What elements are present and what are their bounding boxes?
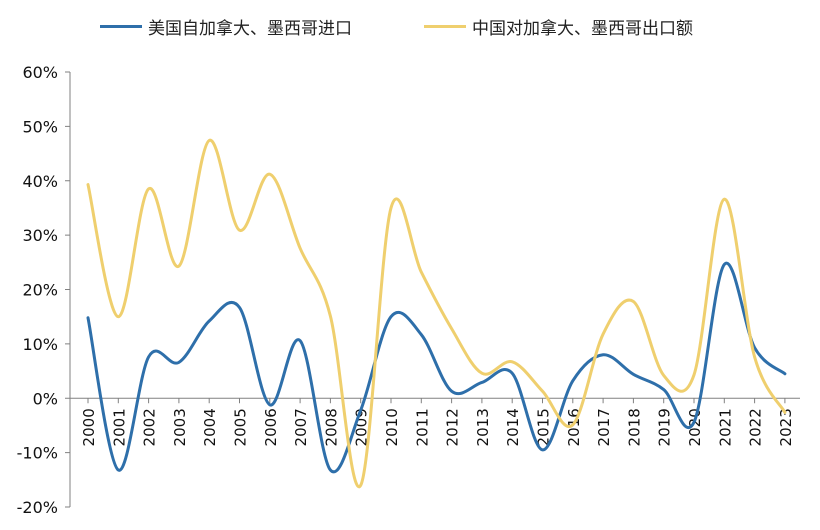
series-line-us-imports [86,261,787,474]
legend-swatch-us-imports [100,25,142,28]
x-tick-label: 2004 [201,408,219,446]
x-tick-label: 2020 [686,408,704,446]
y-tick-label: -10% [17,444,58,463]
x-tick-label: 2007 [292,408,310,446]
x-tick-label: 2022 [747,408,765,446]
x-tick-label: 2000 [80,408,98,446]
x-tick-label: 2002 [141,408,159,446]
x-tick-label: 2006 [262,408,280,446]
legend: 美国自加拿大、墨西哥进口 中国对加拿大、墨西哥出口额 [0,14,820,44]
y-tick-label: 40% [22,172,58,191]
x-tick-label: 2019 [656,408,674,446]
x-tick-label: 2014 [504,408,522,446]
x-tick-label: 2008 [322,408,340,446]
x-tick-label: 2023 [777,408,795,446]
x-tick-label: 2005 [232,408,250,446]
x-tick-label: 2015 [535,408,553,446]
y-tick-label: 50% [22,117,58,136]
x-tick-label: 2012 [444,408,462,446]
x-tick-label: 2010 [383,408,401,446]
x-tick-label: 2018 [625,408,643,446]
legend-swatch-china-exports [424,25,466,28]
y-tick-label: 10% [22,335,58,354]
series-line-china-exports [86,138,787,489]
y-tick-label: 30% [22,226,58,245]
x-tick-label: 2011 [413,408,431,446]
x-tick-label: 2013 [474,408,492,446]
y-tick-label: 20% [22,281,58,300]
legend-item-us-imports: 美国自加拿大、墨西哥进口 [100,14,352,39]
y-tick-label: 0% [33,389,58,408]
y-tick-label: -20% [17,498,58,517]
legend-label-us-imports: 美国自加拿大、墨西哥进口 [148,19,352,39]
legend-label-china-exports: 中国对加拿大、墨西哥出口额 [472,19,693,39]
x-tick-label: 2021 [716,408,734,446]
x-tick-label: 2017 [595,408,613,446]
x-tick-label: 2001 [110,408,128,446]
x-tick-label: 2003 [171,408,189,446]
legend-item-china-exports: 中国对加拿大、墨西哥出口额 [424,14,693,39]
y-tick-label: 60% [22,63,58,82]
